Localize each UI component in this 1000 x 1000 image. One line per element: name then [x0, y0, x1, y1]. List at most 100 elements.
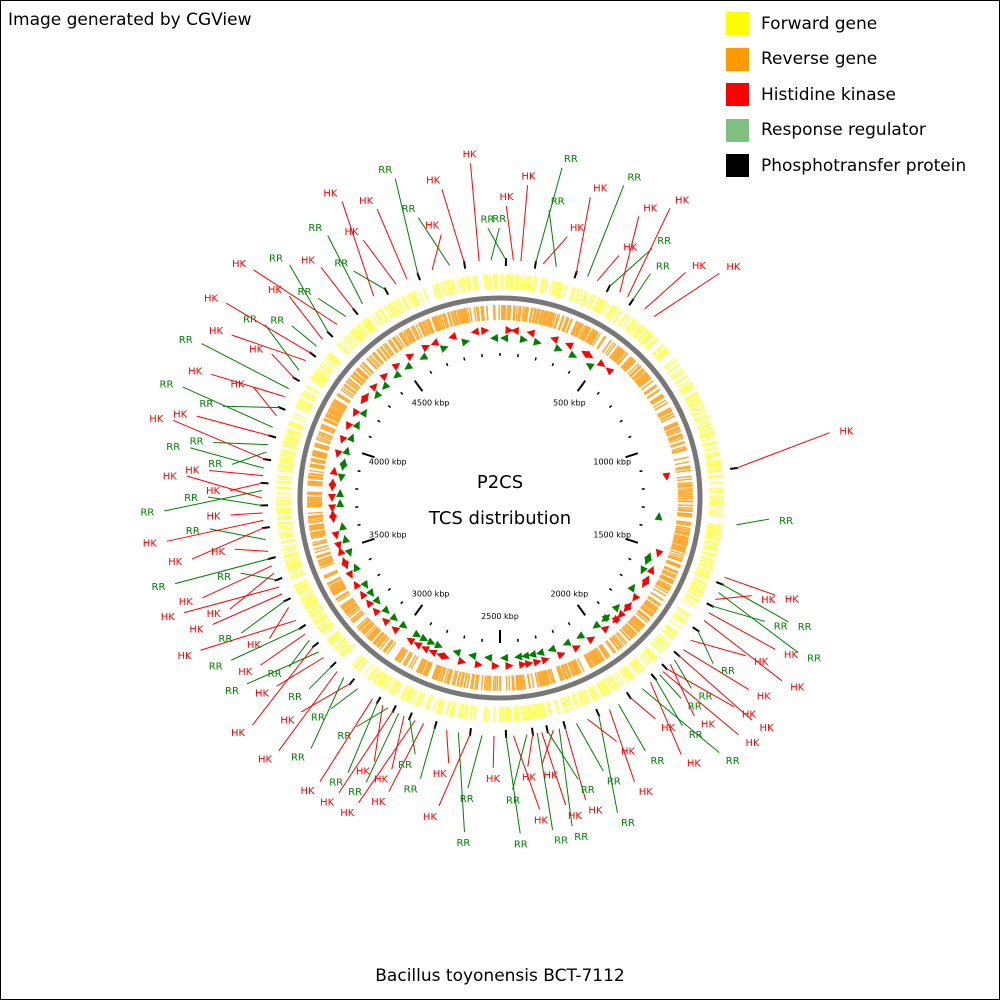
forward-gene [640, 332, 653, 345]
reverse-gene [313, 445, 329, 451]
forward-gene [278, 463, 294, 468]
reverse-gene [517, 675, 521, 691]
legend-swatch [726, 12, 749, 36]
forward-gene [587, 294, 596, 309]
reverse-gene [544, 311, 550, 326]
reverse-gene [326, 412, 341, 421]
reverse-gene [573, 659, 581, 674]
reverse-gene [645, 599, 659, 610]
credit-text: Image generated by CGView [8, 10, 252, 30]
forward-gene [562, 284, 569, 299]
reverse-gene [675, 465, 691, 470]
reverse-gene [650, 394, 664, 404]
reverse-gene [323, 418, 338, 427]
forward-gene [700, 555, 716, 562]
rr-label: RR [270, 316, 284, 327]
reverse-gene [654, 401, 669, 411]
reverse-gene [539, 671, 545, 687]
scale-tick-label: 1500 kbp [593, 530, 631, 539]
hk-callout-line [644, 272, 686, 310]
rr-callout-line [310, 677, 345, 749]
reverse-gene [606, 343, 617, 357]
hk-callout-line [564, 726, 587, 801]
rr-callout-line [240, 600, 286, 634]
hk-arrow [353, 580, 362, 590]
reverse-gene [362, 622, 375, 635]
forward-gene [281, 543, 297, 549]
minor-scale-tick [551, 629, 555, 634]
forward-gene [634, 657, 646, 670]
hk-callout-line [512, 735, 541, 810]
reverse-gene [439, 667, 446, 682]
forward-gene [321, 361, 335, 372]
forward-gene [687, 400, 703, 408]
reverse-gene [459, 308, 465, 324]
forward-gene [623, 666, 634, 680]
reverse-gene [558, 665, 565, 681]
forward-gene [541, 702, 546, 718]
forward-gene [570, 694, 578, 709]
forward-gene [521, 275, 525, 291]
forward-gene [284, 436, 300, 442]
forward-gene [700, 556, 715, 563]
forward-gene [426, 695, 434, 711]
reverse-gene [345, 604, 359, 615]
forward-gene [624, 664, 635, 678]
forward-gene [363, 319, 374, 333]
reverse-gene [404, 652, 414, 667]
forward-gene [697, 423, 712, 430]
forward-gene [654, 347, 667, 359]
hk-label: HK [163, 471, 178, 482]
forward-gene [285, 557, 301, 564]
hk-callout-line [665, 667, 735, 708]
reverse-gene [554, 314, 561, 329]
reverse-gene [634, 371, 647, 383]
forward-gene [319, 622, 333, 633]
hk-callout-line [542, 236, 568, 265]
reverse-gene [328, 580, 343, 589]
forward-gene [284, 553, 299, 559]
forward-gene [708, 481, 724, 485]
reverse-gene [366, 357, 378, 370]
hk-arrow [556, 651, 566, 660]
hk-callout-line [278, 671, 338, 752]
reverse-gene [379, 346, 390, 359]
reverse-gene [331, 584, 345, 593]
forward-gene [652, 345, 665, 357]
hk-arrow [662, 472, 671, 481]
forward-gene [424, 694, 432, 710]
forward-gene [286, 428, 302, 435]
reverse-gene [541, 310, 546, 326]
forward-gene [679, 382, 693, 392]
reverse-gene [666, 560, 681, 568]
hk-callout-line [608, 709, 635, 782]
forward-gene [515, 274, 518, 290]
minor-scale-tick [387, 404, 392, 409]
rr-callout-line [417, 217, 450, 266]
reverse-gene [643, 602, 657, 613]
reverse-gene [368, 355, 380, 368]
hk-arrow [518, 660, 528, 669]
major-scale-tick [361, 452, 375, 459]
forward-gene [297, 401, 312, 410]
forward-gene [539, 703, 544, 719]
forward-gene [319, 364, 333, 375]
forward-gene [588, 686, 597, 701]
forward-gene [669, 367, 683, 378]
forward-gene [696, 420, 711, 427]
forward-gene [383, 676, 393, 691]
legend-swatch [726, 118, 749, 142]
forward-gene [684, 393, 699, 402]
rr-label: RR [657, 236, 671, 247]
rr-arrow [374, 390, 383, 400]
rr-arrow [528, 650, 537, 658]
hk-label: HK [839, 427, 854, 438]
reverse-gene [677, 509, 693, 513]
hk-label: HK [534, 815, 549, 826]
reverse-gene [677, 478, 693, 482]
rr-arrow [393, 370, 403, 379]
forward-gene [583, 689, 591, 704]
scale-tick-label: 2000 kbp [551, 589, 589, 598]
reverse-gene [460, 672, 466, 688]
reverse-gene [452, 310, 458, 326]
